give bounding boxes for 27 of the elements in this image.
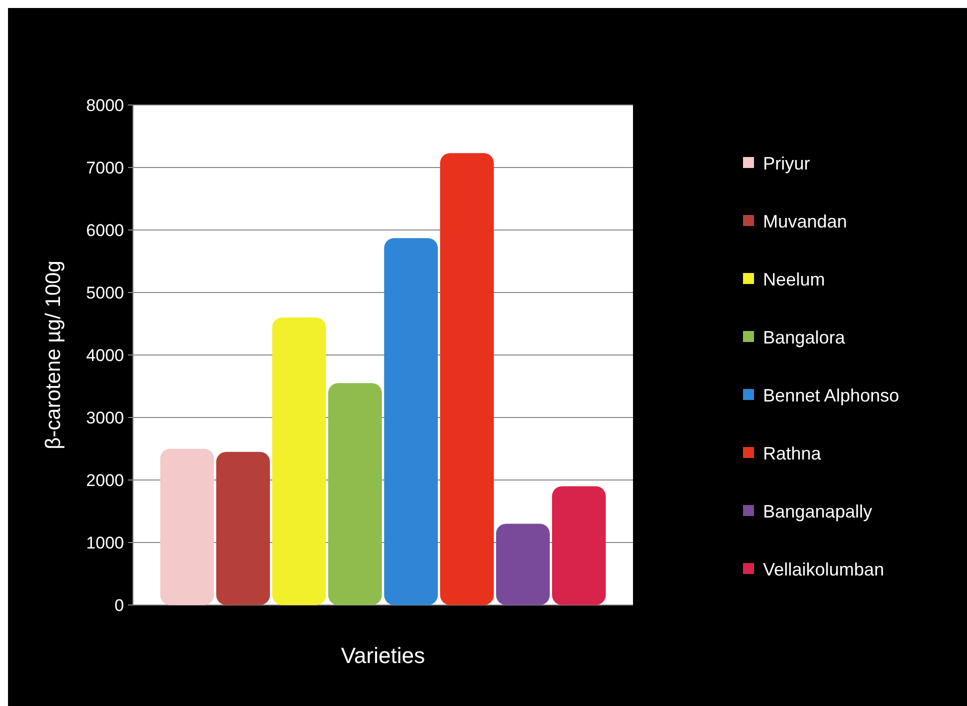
bar bbox=[440, 153, 494, 605]
legend-label: Priyur bbox=[763, 153, 810, 174]
legend-label: Rathna bbox=[763, 443, 822, 464]
bar bbox=[160, 448, 214, 605]
bar bbox=[272, 318, 326, 605]
legend-label: Neelum bbox=[763, 269, 826, 290]
legend-label: Vellaikolumban bbox=[763, 559, 884, 580]
legend-label: Muvandan bbox=[763, 211, 848, 232]
y-axis-title: β-carotene µg/ 100g bbox=[42, 260, 65, 450]
y-tick-label: 2000 bbox=[86, 470, 124, 490]
bar bbox=[216, 452, 270, 605]
y-tick-label: 0 bbox=[114, 596, 124, 615]
y-tick-label: 4000 bbox=[86, 346, 124, 365]
legend-label: Bennet Alphonso bbox=[763, 385, 900, 406]
y-tick-label: 1000 bbox=[86, 533, 124, 552]
x-axis-title: Varieties bbox=[341, 643, 425, 668]
bar bbox=[384, 238, 438, 605]
y-tick-label: 7000 bbox=[86, 158, 124, 178]
y-tick-label: 6000 bbox=[86, 220, 124, 240]
bar bbox=[328, 383, 382, 605]
legend-label: Bangalora bbox=[763, 327, 846, 348]
bar bbox=[496, 524, 550, 605]
y-tick-label: 8000 bbox=[86, 96, 124, 115]
y-tick-label: 3000 bbox=[86, 408, 124, 428]
legend-label: Banganapally bbox=[763, 501, 872, 522]
bar bbox=[552, 486, 606, 605]
y-tick-label: 5000 bbox=[86, 283, 124, 302]
